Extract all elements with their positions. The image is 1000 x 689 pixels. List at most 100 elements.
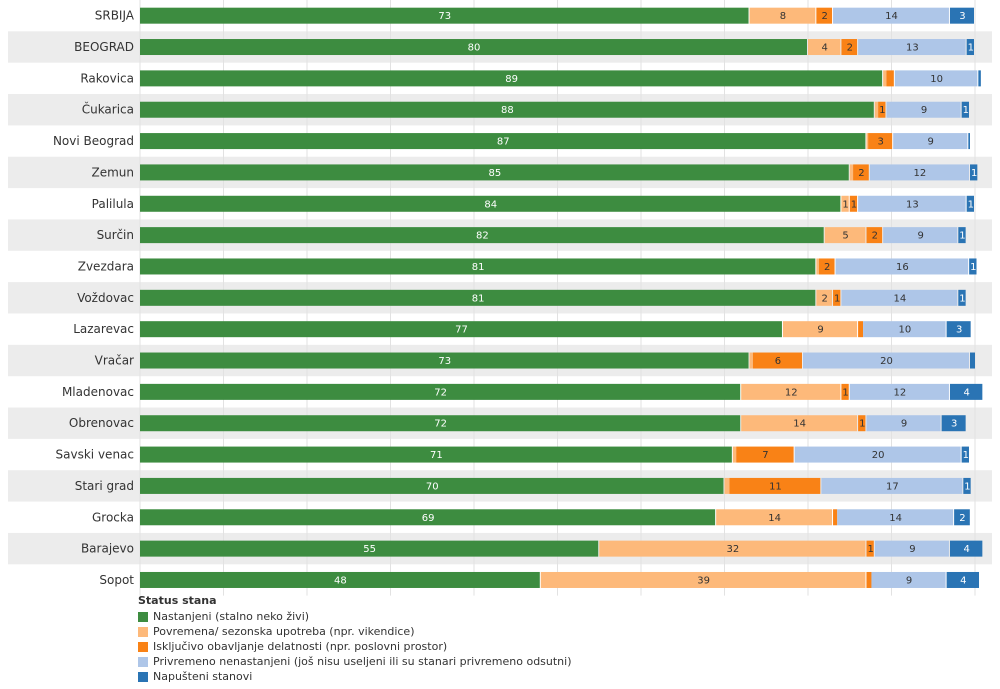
bar-segment <box>821 477 963 494</box>
bar-segment <box>841 383 849 400</box>
data-label: 2 <box>824 262 830 273</box>
data-label: 5 <box>842 231 848 242</box>
data-label: 69 <box>422 513 435 524</box>
data-label: 14 <box>885 11 898 22</box>
legend-label: Nastanjeni (stalno neko živi) <box>153 610 310 623</box>
data-label: 84 <box>484 199 497 210</box>
bar-segment <box>140 446 732 463</box>
bar-segment <box>818 258 835 275</box>
data-label: 11 <box>769 481 782 492</box>
bar-segment <box>871 571 946 588</box>
data-label: 87 <box>497 137 510 148</box>
data-label: 2 <box>872 231 878 242</box>
bar-segment <box>741 415 858 432</box>
bar-segment <box>869 164 969 181</box>
data-label: 1 <box>971 168 977 179</box>
bar-segment <box>969 258 977 275</box>
category-label: Vračar <box>95 354 134 368</box>
bar-segment <box>874 540 949 557</box>
bar-segment <box>941 415 966 432</box>
bar-segment <box>729 477 821 494</box>
bar-segment <box>849 195 858 212</box>
data-label: 20 <box>880 356 893 367</box>
category-label: Zvezdara <box>78 259 134 273</box>
data-label: 32 <box>726 544 739 555</box>
bar-segment <box>140 7 749 24</box>
data-label: 72 <box>434 387 447 398</box>
bar-segment <box>140 477 724 494</box>
bar-segment <box>140 101 874 118</box>
bar-segment <box>833 509 838 526</box>
data-label: 9 <box>928 137 934 148</box>
category-label: Barajevo <box>81 542 134 556</box>
data-label: 81 <box>472 293 485 304</box>
data-label: 17 <box>886 481 899 492</box>
bar-segment <box>894 70 978 87</box>
data-label: 13 <box>906 199 919 210</box>
data-label: 55 <box>363 544 376 555</box>
bar-segment <box>140 133 866 150</box>
bar-segment <box>140 227 824 244</box>
data-label: 14 <box>889 513 902 524</box>
bar-segment <box>886 70 894 87</box>
bar-segment <box>866 133 869 150</box>
bar-segment <box>724 477 730 494</box>
bar-segment <box>837 509 954 526</box>
bar-segment <box>969 164 978 181</box>
category-label: BEOGRAD <box>74 40 134 54</box>
data-label: 20 <box>872 450 885 461</box>
bar-segment <box>802 352 969 369</box>
bar-segment <box>140 164 849 181</box>
legend-title: Status stana <box>138 594 217 607</box>
legend-label: Napušteni stanovi <box>153 670 253 683</box>
data-label: 1 <box>834 293 840 304</box>
data-label: 9 <box>906 575 912 586</box>
bar-segment <box>140 571 540 588</box>
data-label: 1 <box>963 450 969 461</box>
bar-segment <box>893 133 968 150</box>
bar-segment <box>883 70 887 87</box>
data-label: 10 <box>898 325 911 336</box>
data-label: 1 <box>970 262 976 273</box>
bar-segment <box>540 571 866 588</box>
data-label: 3 <box>877 137 883 148</box>
bar-segment <box>853 164 869 181</box>
bar-segment <box>954 509 970 526</box>
bar-segment <box>866 227 883 244</box>
bar-segment <box>140 195 841 212</box>
legend-label: Privremeno nenastanjeni (još nisu uselje… <box>153 655 572 668</box>
data-label: 85 <box>489 168 502 179</box>
category-label: Savski venac <box>56 448 134 462</box>
category-label: Grocka <box>92 510 134 524</box>
category-label: Voždovac <box>77 291 134 305</box>
data-label: 4 <box>960 575 966 586</box>
bar-segment <box>866 571 872 588</box>
bar-segment <box>140 415 741 432</box>
data-label: 70 <box>426 481 439 492</box>
data-label: 48 <box>334 575 347 586</box>
data-label: 1 <box>879 105 885 116</box>
bar-segment <box>858 321 864 338</box>
data-label: 1 <box>867 544 873 555</box>
data-label: 6 <box>775 356 781 367</box>
data-label: 3 <box>951 419 957 430</box>
bar-segment <box>849 164 854 181</box>
legend: Status stana Nastanjeni (stalno neko živ… <box>138 594 572 684</box>
data-label: 89 <box>505 74 518 85</box>
bar-segment <box>140 352 749 369</box>
bar-segment <box>835 258 969 275</box>
legend-item: Povremena/ sezonska upotreba (npr. viken… <box>138 624 572 639</box>
bar-segment <box>140 258 816 275</box>
data-label: 9 <box>918 231 924 242</box>
legend-label: Isključivo obavljanje delatnosti (npr. p… <box>153 640 448 653</box>
bar-segment <box>961 101 969 118</box>
data-label: 9 <box>901 419 907 430</box>
data-label: 1 <box>851 199 857 210</box>
category-label: SRBIJA <box>95 9 135 23</box>
data-label: 2 <box>959 513 965 524</box>
bar-segment <box>841 289 958 306</box>
data-label: 1 <box>842 199 848 210</box>
data-label: 1 <box>959 231 965 242</box>
bar-segment <box>858 195 966 212</box>
category-label: Rakovica <box>80 71 134 85</box>
